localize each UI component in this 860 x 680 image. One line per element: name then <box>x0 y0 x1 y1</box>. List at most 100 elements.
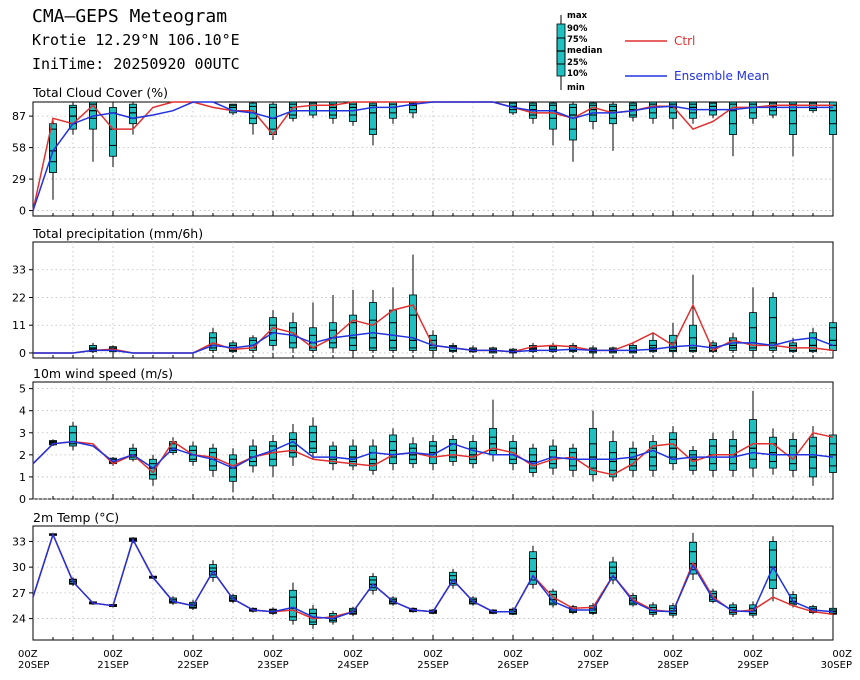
box-inner <box>129 449 137 458</box>
box-inner <box>389 103 397 114</box>
x-tick-label-date: 21SEP <box>97 660 128 671</box>
y-tick-label: 0 <box>19 493 26 506</box>
box-inner <box>789 103 797 125</box>
x-tick-label-hour: 00Z <box>263 649 283 660</box>
ensemble-box <box>489 399 497 462</box>
box-inner <box>769 549 777 581</box>
x-tick-label-hour: 00Z <box>423 649 443 660</box>
x-tick-label-hour: 00Z <box>343 649 363 660</box>
ensemble-box <box>649 434 657 477</box>
ensemble-box <box>609 556 617 585</box>
ensemble-box <box>49 118 57 200</box>
ensemble-box <box>209 327 217 353</box>
x-tick-label-date: 28SEP <box>657 660 688 671</box>
y-tick-label: 27 <box>12 587 26 600</box>
legend-mean-label: Ensemble Mean <box>674 69 769 83</box>
legend-ctrl-label: Ctrl <box>674 34 695 48</box>
box-inner <box>829 327 837 346</box>
x-tick-label-date: 22SEP <box>177 660 208 671</box>
ensemble-box <box>389 428 397 471</box>
y-tick-label: 33 <box>12 264 26 277</box>
ensemble-box <box>369 439 377 475</box>
box-inner <box>309 432 317 449</box>
ensemble-box <box>109 102 117 168</box>
box-inner <box>329 103 337 116</box>
ensemble-box <box>749 390 757 477</box>
x-tick-label-hour: 00Z <box>743 649 763 660</box>
panel-2: Total precipitation (mm/6h) 0 11 22 33 <box>12 226 837 360</box>
box-inner <box>329 449 337 460</box>
ensemble-box <box>369 102 377 146</box>
x-tick-label-hour: 00Z <box>663 649 683 660</box>
box-inner <box>769 317 777 349</box>
ensemble-box <box>609 102 617 151</box>
panel-frame <box>32 525 834 641</box>
box-inner <box>309 102 317 112</box>
ensemble-box <box>389 101 397 124</box>
ensemble-box <box>529 342 537 353</box>
box-inner <box>529 558 537 581</box>
legend-box-label: min <box>567 83 585 93</box>
ensemble-box <box>289 582 297 625</box>
x-tick-label-hour: 00Z <box>832 649 852 660</box>
panel-title: 2m Temp (°C) <box>33 510 119 525</box>
ensemble-box <box>349 439 357 471</box>
ensemble-box <box>329 294 337 353</box>
ensemble-box <box>529 545 537 589</box>
box-inner <box>349 322 357 346</box>
x-tick-label-date: 27SEP <box>577 660 608 671</box>
ensemble-box <box>469 434 477 469</box>
ensemble-box <box>269 434 277 477</box>
y-tick-label: 22 <box>12 291 26 304</box>
box-inner <box>509 447 517 460</box>
ensemble-box <box>729 101 737 157</box>
box-inner <box>389 441 397 458</box>
ensemble-box <box>89 342 97 353</box>
x-tick-label-date: 25SEP <box>417 660 448 671</box>
ensemble-box <box>769 428 777 475</box>
y-tick-label: 29 <box>12 173 26 186</box>
y-tick-label: 30 <box>12 561 26 574</box>
y-tick-label: 0 <box>19 205 26 218</box>
chart-title: CMA—GEPS Meteogram <box>32 6 228 27</box>
panel-title: Total precipitation (mm/6h) <box>32 226 203 241</box>
legend-box-label: 75% <box>567 35 588 45</box>
box-inner <box>749 432 757 460</box>
box-inner <box>729 103 737 125</box>
ensemble-box <box>729 602 737 617</box>
y-tick-label: 11 <box>12 319 26 332</box>
ensemble-box <box>829 423 837 480</box>
ctrl-line <box>32 431 834 476</box>
x-tick-label-hour: 00Z <box>583 649 603 660</box>
box-inner <box>689 551 697 571</box>
ensemble-box <box>309 417 317 460</box>
box-inner <box>469 447 477 460</box>
ensemble-box <box>329 441 337 471</box>
ensemble-box <box>69 102 77 135</box>
box-inner <box>69 432 77 445</box>
x-tick-label-date: 23SEP <box>257 660 288 671</box>
y-tick-label: 4 <box>19 405 26 418</box>
ensemble-box <box>229 448 237 493</box>
box-inner <box>669 103 677 114</box>
y-tick-label: 5 <box>19 383 26 396</box>
ensemble-box <box>689 274 697 353</box>
box-inner <box>349 449 357 462</box>
ensemble-box <box>69 421 77 451</box>
ensemble-box <box>749 101 757 124</box>
box-inner <box>609 566 617 578</box>
ensemble-box <box>229 340 237 353</box>
ensemble-mean-line <box>32 101 833 211</box>
ensemble-box <box>569 443 577 477</box>
ensemble-mean-line <box>32 440 834 470</box>
y-tick-label: 24 <box>12 613 26 626</box>
y-tick-label: 33 <box>12 535 26 548</box>
ensemble-box <box>49 439 57 447</box>
x-tick-label-date: 29SEP <box>737 660 768 671</box>
panel-frame <box>32 101 834 217</box>
box-inner <box>589 443 597 469</box>
panels: Total Cloud Cover (%) 0 29 58 87 Total precip… <box>12 85 837 641</box>
x-axis: 00Z20SEP00Z21SEP00Z22SEP00Z23SEP00Z24SEP… <box>18 649 852 671</box>
x-tick-label-date: 30SEP <box>821 660 852 671</box>
panel-1: Total Cloud Cover (%) 0 29 58 87 <box>12 85 837 218</box>
